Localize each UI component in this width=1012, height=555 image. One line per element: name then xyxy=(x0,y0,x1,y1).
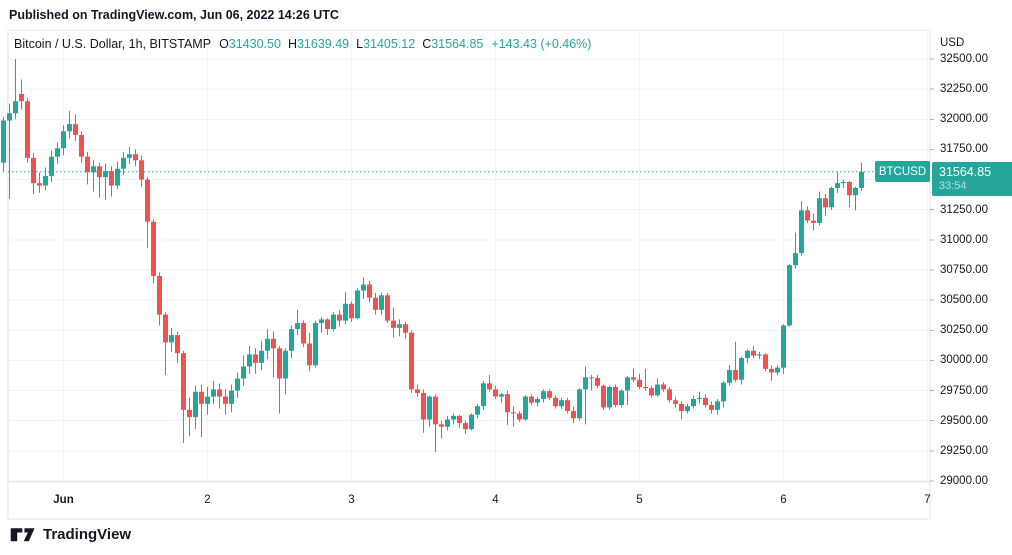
chart-frame xyxy=(7,29,934,520)
price-axis-label: 31750.00 xyxy=(940,143,988,156)
symbol-title: Bitcoin / U.S. Dollar, 1h, BITSTAMP xyxy=(14,37,212,51)
time-axis-label: 6 xyxy=(780,494,787,506)
time-axis-label: 4 xyxy=(492,494,499,506)
ohlc-item: H31639.49 xyxy=(287,37,350,51)
price-axis-label: 30500.00 xyxy=(940,294,988,307)
ohlc-item: C31564.85 xyxy=(422,37,484,51)
price-axis-label: 30750.00 xyxy=(940,264,988,276)
published-text: Published on TradingView.com, Jun 06, 20… xyxy=(9,8,339,22)
price-axis-label: 32250.00 xyxy=(940,83,988,96)
ohlc-item: O31430.50 xyxy=(219,37,281,51)
candles xyxy=(1,59,864,453)
price-axis-label: 29000.00 xyxy=(940,475,988,487)
symbol-flag-text: BTCUSD xyxy=(878,165,927,178)
gridlines xyxy=(8,30,930,482)
published-bar: Published on TradingView.com, Jun 06, 20… xyxy=(0,0,1012,30)
price-axis-currency-label: USD xyxy=(940,37,965,49)
change-value: +143.43 (+0.46%) xyxy=(491,37,592,51)
price-axis-label: 30000.00 xyxy=(940,354,988,367)
price-axis-label: 29500.00 xyxy=(940,414,988,427)
price-axis-label: 31000.00 xyxy=(940,233,988,246)
price-axis-label: 29750.00 xyxy=(940,384,988,397)
tradingview-brand-text: TradingView xyxy=(43,525,132,543)
tradingview-logo-icon xyxy=(10,528,35,542)
last-price-badge: 31564.85 33:54 xyxy=(932,162,1012,196)
time-axis-label: Jun xyxy=(53,494,74,506)
price-axis-label: 29250.00 xyxy=(940,444,988,457)
last-price-value: 31564.85 xyxy=(939,165,992,179)
time-axis-label: 3 xyxy=(348,494,355,506)
chart-legend: Bitcoin / U.S. Dollar, 1h, BITSTAMP O314… xyxy=(14,37,591,51)
ohlc-values: O31430.50 H31639.49 L31405.12 C31564.85 xyxy=(219,37,483,51)
price-axis-label: 30250.00 xyxy=(940,324,988,337)
symbol-price-flag: BTCUSD xyxy=(875,161,930,182)
time-axis-label: 5 xyxy=(636,494,643,506)
ohlc-item: L31405.12 xyxy=(356,37,416,51)
time-axis-label: 2 xyxy=(204,494,211,506)
time-axis-label: 7 xyxy=(924,494,931,506)
price-axis-label: 31250.00 xyxy=(940,203,988,216)
bar-countdown: 33:54 xyxy=(939,180,967,192)
tradingview-brand-link[interactable]: TradingView xyxy=(10,523,131,545)
price-axis-label: 32500.00 xyxy=(940,53,988,65)
price-axis-label: 32000.00 xyxy=(940,113,988,126)
